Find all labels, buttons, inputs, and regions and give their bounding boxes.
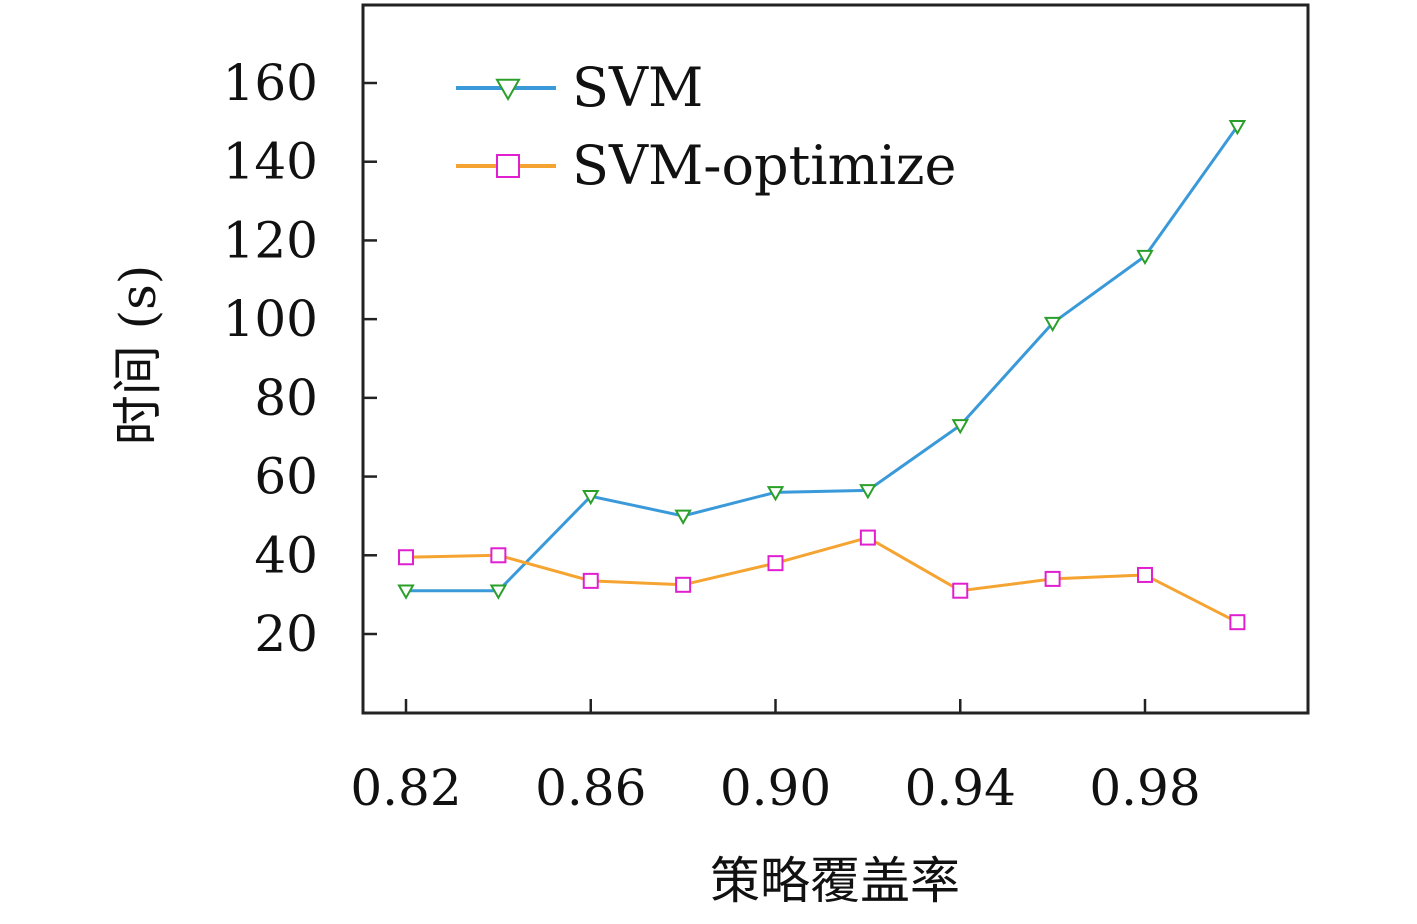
y-tick-label: 80 bbox=[254, 369, 318, 427]
y-tick-label: 160 bbox=[223, 54, 318, 112]
y-tick-label: 60 bbox=[254, 448, 318, 506]
data-point-marker bbox=[675, 576, 692, 593]
series-layer bbox=[397, 120, 1247, 631]
data-point-marker bbox=[489, 584, 508, 600]
series-line bbox=[406, 125, 1239, 593]
plot-frame bbox=[361, 3, 1310, 715]
x-axis: 0.82 0.86 0.90 0.94 0.98 bbox=[350, 699, 1201, 817]
legend-item: SVM bbox=[456, 56, 703, 119]
series-svm-optimize bbox=[398, 529, 1246, 631]
data-point-marker bbox=[398, 549, 414, 566]
data-point-marker bbox=[1137, 566, 1153, 583]
y-tick-label: 20 bbox=[254, 605, 318, 663]
x-tick-label: 0.94 bbox=[905, 759, 1016, 817]
x-tick-label: 0.98 bbox=[1089, 759, 1200, 817]
x-tick-label: 0.90 bbox=[720, 759, 831, 817]
x-tick-label: 0.86 bbox=[535, 759, 646, 817]
data-point-marker bbox=[766, 486, 785, 502]
data-point-marker bbox=[495, 78, 521, 102]
data-point-marker bbox=[952, 582, 969, 599]
data-point-marker bbox=[951, 419, 969, 435]
y-tick-label: 140 bbox=[223, 133, 318, 191]
series-svm bbox=[397, 120, 1247, 600]
legend: SVM SVM-optimize bbox=[456, 56, 956, 197]
data-point-marker bbox=[859, 484, 877, 500]
x-axis-label: 策略覆盖率 bbox=[710, 852, 960, 910]
data-point-marker bbox=[1136, 249, 1154, 266]
data-point-marker bbox=[582, 490, 600, 506]
legend-label: SVM-optimize bbox=[572, 134, 956, 197]
data-point-marker bbox=[496, 154, 520, 178]
y-tick-label: 120 bbox=[223, 211, 318, 269]
y-tick-label: 100 bbox=[223, 290, 318, 348]
data-point-marker bbox=[490, 547, 507, 564]
y-axis: 20 40 60 80 100 120 140 160 bbox=[223, 54, 377, 663]
y-axis-label: 时间 (s) bbox=[109, 265, 167, 446]
data-point-marker bbox=[767, 555, 784, 572]
data-point-marker bbox=[397, 584, 415, 600]
x-tick-label: 0.82 bbox=[350, 759, 461, 817]
legend-item: SVM-optimize bbox=[456, 134, 956, 197]
data-point-marker bbox=[1228, 120, 1247, 136]
y-tick-label: 40 bbox=[254, 526, 318, 584]
data-point-marker bbox=[674, 509, 692, 525]
data-point-marker bbox=[1229, 614, 1246, 631]
data-point-marker bbox=[1043, 316, 1062, 333]
data-point-marker bbox=[582, 572, 599, 589]
data-point-marker bbox=[859, 529, 876, 546]
series-line bbox=[405, 535, 1239, 624]
data-point-marker bbox=[1044, 570, 1061, 587]
legend-label: SVM bbox=[572, 56, 703, 119]
